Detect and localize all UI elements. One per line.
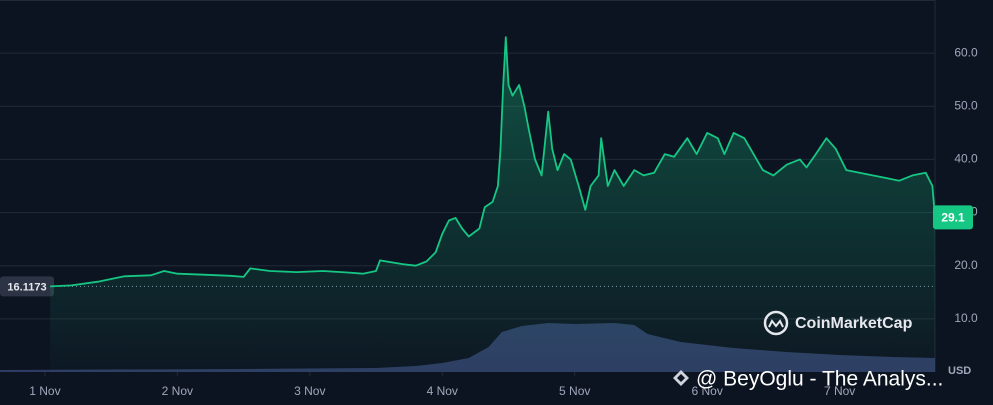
x-tick-label: 6 Nov — [691, 384, 722, 398]
y-tick-label: 60.0 — [954, 45, 978, 59]
y-tick-label: 40.0 — [954, 152, 978, 166]
start-price-badge — [0, 276, 54, 297]
x-tick-label: 1 Nov — [29, 384, 60, 398]
brand-icon-mark — [768, 319, 784, 328]
last-price-badge — [933, 205, 973, 230]
last-price-label: 29.1 — [941, 211, 965, 225]
y-tick-label: 10.0 — [954, 311, 978, 325]
x-tick-label: 4 Nov — [427, 384, 458, 398]
brand-icon — [763, 310, 789, 336]
watermark: @ BeyOglu - The Analys... — [673, 368, 943, 391]
price-area — [50, 37, 935, 372]
brand-logo: CoinMarketCap — [763, 310, 913, 336]
x-tick-label: 5 Nov — [559, 384, 590, 398]
brand-text: CoinMarketCap — [795, 315, 913, 332]
y-tick-label: 20.0 — [954, 258, 978, 272]
x-tick-label: 3 Nov — [294, 384, 325, 398]
y-tick-label: 50.0 — [954, 98, 978, 112]
watermark-icon — [673, 370, 689, 386]
currency-label: USD — [948, 365, 971, 377]
watermark-text: @ BeyOglu - The Analys... — [696, 368, 943, 391]
x-tick-label: 7 Nov — [824, 384, 855, 398]
x-tick-label: 2 Nov — [162, 384, 193, 398]
price-line — [50, 36, 936, 288]
start-price-label: 16.1173 — [7, 281, 46, 293]
